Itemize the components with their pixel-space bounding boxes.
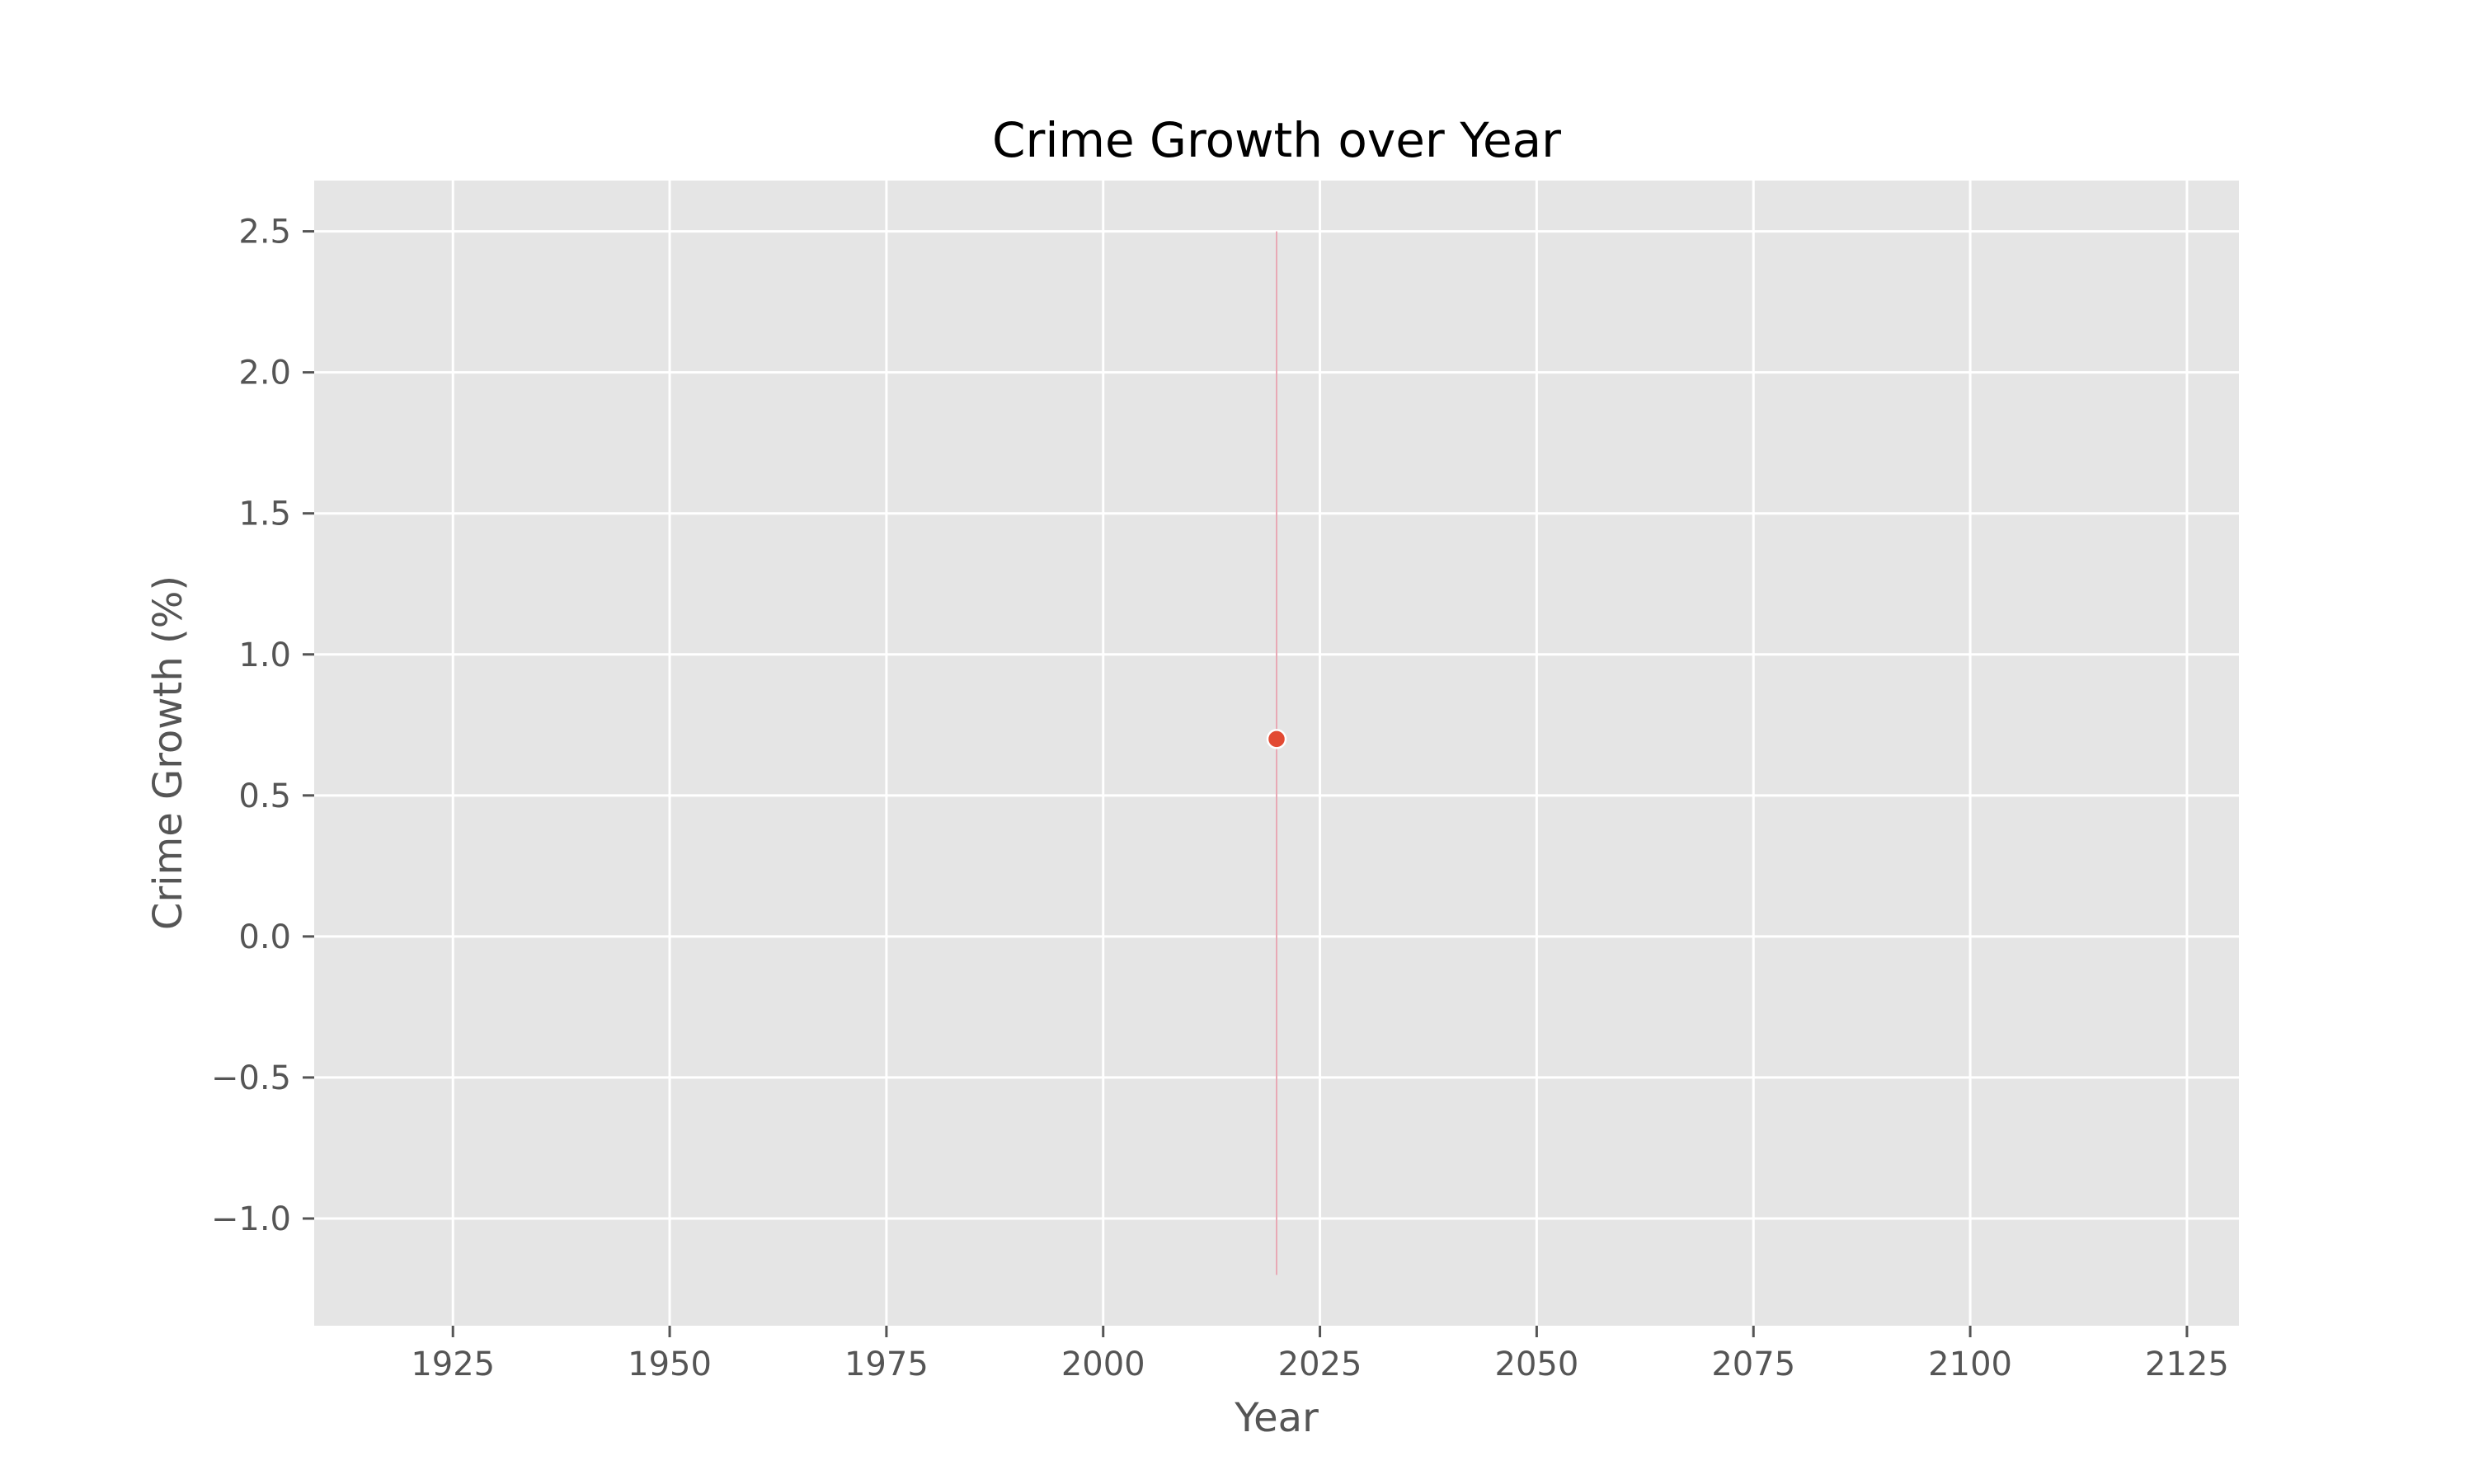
x-tick-label: 2100 <box>1928 1345 2012 1383</box>
y-tick-label: 0.0 <box>238 918 291 956</box>
x-tick-label: 1975 <box>844 1345 929 1383</box>
x-tick-label: 1925 <box>411 1345 495 1383</box>
x-ticks: 1925 1950 1975 2000 2025 2050 2075 2100 2125 <box>411 1326 2229 1383</box>
x-tick-label: 2050 <box>1495 1345 1579 1383</box>
y-tick-label: 1.5 <box>238 495 291 533</box>
x-tick-label: 2125 <box>2145 1345 2229 1383</box>
x-tick-label: 2025 <box>1278 1345 1362 1383</box>
y-ticks: 2.5 2.0 1.5 1.0 0.5 0.0 −0.5 −1.0 <box>211 214 314 1238</box>
y-tick-label: 2.5 <box>238 214 291 251</box>
chart-title: Crime Growth over Year <box>992 112 1561 168</box>
y-tick-label: 1.0 <box>238 636 291 674</box>
x-axis-label: Year <box>1234 1395 1319 1441</box>
y-tick-label: 2.0 <box>238 355 291 392</box>
x-tick-label: 1950 <box>628 1345 712 1383</box>
x-tick-label: 2000 <box>1061 1345 1145 1383</box>
y-axis-label: Crime Growth (%) <box>145 575 191 930</box>
data-point <box>1266 729 1287 749</box>
x-tick-label: 2075 <box>1711 1345 1795 1383</box>
y-tick-label: −1.0 <box>211 1200 291 1238</box>
y-tick-label: 0.5 <box>238 777 291 815</box>
y-tick-label: −0.5 <box>211 1059 291 1097</box>
data-marks <box>1266 231 1287 1275</box>
